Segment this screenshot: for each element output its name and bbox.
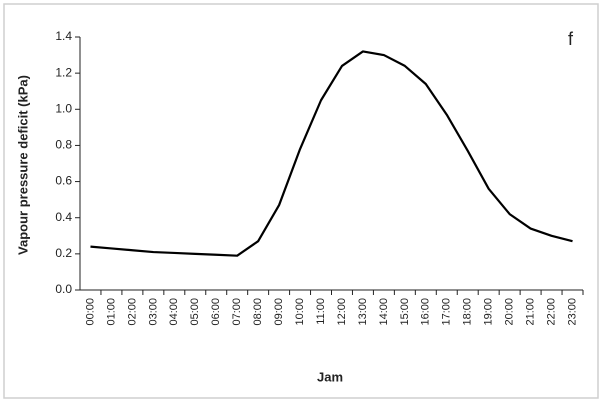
x-tick-label: 15:00 bbox=[399, 298, 411, 326]
x-tick-label: 11:00 bbox=[315, 298, 327, 325]
y-tick-label: 1.0 bbox=[55, 101, 72, 115]
x-tick-label: 00:00 bbox=[84, 298, 96, 326]
x-tick-label: 21:00 bbox=[525, 298, 537, 326]
x-tick-label: 03:00 bbox=[147, 298, 159, 326]
x-tick-label: 07:00 bbox=[231, 298, 243, 326]
x-tick-label: 20:00 bbox=[504, 298, 516, 326]
chart-frame bbox=[3, 3, 599, 399]
annotation: f bbox=[568, 29, 574, 49]
x-tick-label: 01:00 bbox=[105, 298, 117, 326]
y-tick-label: 0.8 bbox=[55, 138, 72, 152]
x-tick-label: 06:00 bbox=[210, 298, 222, 326]
x-tick-label: 18:00 bbox=[462, 298, 474, 326]
y-tick-label: 1.4 bbox=[55, 29, 72, 43]
x-tick-label: 05:00 bbox=[189, 298, 201, 326]
x-tick-label: 10:00 bbox=[294, 298, 306, 326]
data-line bbox=[90, 50, 573, 257]
x-tick-label: 02:00 bbox=[126, 298, 138, 326]
x-tick-label: 12:00 bbox=[336, 298, 348, 326]
x-tick-label: 22:00 bbox=[545, 298, 557, 326]
y-tick-label: 0.2 bbox=[55, 246, 72, 260]
x-tick-label: 14:00 bbox=[378, 298, 390, 326]
x-tick-label: 16:00 bbox=[420, 298, 432, 326]
x-tick-label: 04:00 bbox=[168, 298, 180, 326]
x-tick-label: 13:00 bbox=[357, 298, 369, 326]
y-tick-label: 0.6 bbox=[55, 174, 72, 188]
y-tick-label: 0.0 bbox=[55, 282, 72, 296]
y-tick-label: 1.2 bbox=[55, 65, 72, 79]
x-tick-label: 08:00 bbox=[252, 298, 264, 326]
x-tick-label: 17:00 bbox=[441, 298, 453, 326]
x-tick-label: 19:00 bbox=[483, 298, 495, 326]
x-axis-label: Jam bbox=[317, 369, 343, 384]
x-tick-label: 09:00 bbox=[273, 298, 285, 326]
y-tick-label: 0.4 bbox=[55, 210, 72, 224]
y-axis-label: Vapour pressure deficit (kPa) bbox=[15, 75, 30, 255]
x-tick-label: 23:00 bbox=[566, 298, 578, 326]
